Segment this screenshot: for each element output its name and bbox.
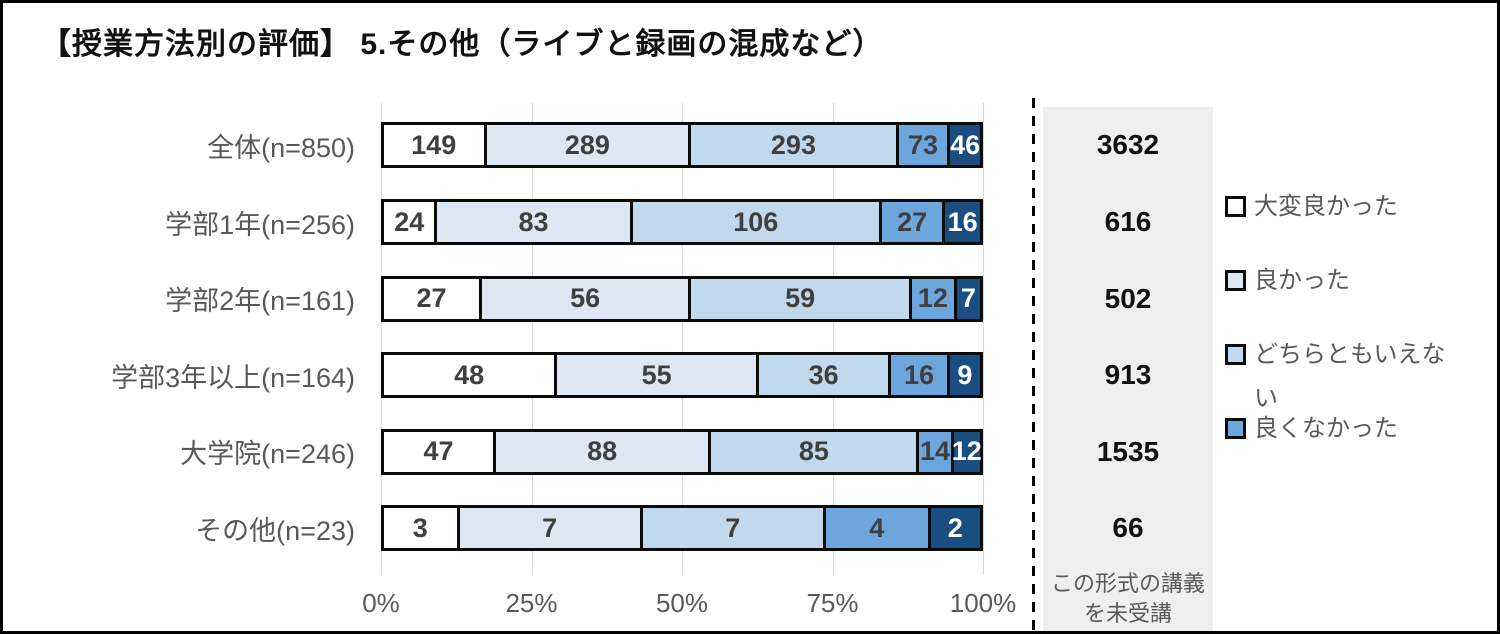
not-attended-value: 3632 xyxy=(1096,129,1160,160)
legend-item: 大変良かった xyxy=(1225,185,1459,229)
dashed-divider-line xyxy=(1032,98,1035,631)
not-attended-value: 66 xyxy=(1112,512,1144,543)
bar-segment: 85 xyxy=(711,428,920,475)
stacked-bar: 47 88 85 14 12 xyxy=(381,428,983,475)
bar-segment: 14 xyxy=(919,428,954,475)
bar-segment: 2 xyxy=(930,505,983,551)
bar-segment: 88 xyxy=(496,428,712,475)
gridline xyxy=(682,103,683,575)
bar-segment: 47 xyxy=(381,428,497,475)
bar-segment: 149 xyxy=(381,122,487,168)
not-attended-value: 502 xyxy=(1104,282,1152,314)
bar-segment: 16 xyxy=(891,352,950,398)
bar-segment: 7 xyxy=(642,505,826,551)
category-label: 大学院(n=246) xyxy=(180,439,355,469)
chart-title: 【授業方法別の評価】 5.その他（ライブと録画の混成など） xyxy=(41,28,884,61)
bar-segment: 7 xyxy=(956,275,983,322)
gridline xyxy=(983,103,984,575)
bar-segment: 7 xyxy=(459,505,643,551)
not-attended-value: 1535 xyxy=(1096,435,1160,467)
legend-swatch xyxy=(1225,270,1246,291)
bar-segment: 56 xyxy=(481,275,692,322)
bar-segment: 3 xyxy=(381,505,460,551)
gridline xyxy=(832,103,834,575)
stacked-bar: 48 55 36 16 9 xyxy=(381,352,983,398)
bar-segment: 83 xyxy=(437,199,633,245)
bar-segment: 73 xyxy=(898,122,951,168)
legend-item: 良くなかった xyxy=(1225,407,1459,451)
x-tick-label: 50% xyxy=(655,588,709,618)
category-label: その他(n=23) xyxy=(195,515,355,546)
gridline xyxy=(531,103,533,575)
x-tick-label: 100% xyxy=(949,588,1017,618)
legend-swatch xyxy=(1225,344,1246,365)
legend-item: どちらともいえない xyxy=(1225,333,1459,421)
legend-swatch xyxy=(1225,196,1246,217)
not-attended-panel xyxy=(1043,107,1213,631)
stacked-bar: 24 83 106 27 16 xyxy=(381,199,983,245)
legend-swatch xyxy=(1225,418,1246,439)
legend: 大変良かった 良かったどちらともいえない良くなかった xyxy=(1225,3,1487,631)
x-tick-label: 25% xyxy=(505,588,558,618)
bar-segment: 59 xyxy=(691,275,912,322)
bar-segment: 48 xyxy=(381,352,558,398)
bar-segment: 27 xyxy=(381,275,482,322)
legend-label: 大変良かった xyxy=(1254,193,1398,220)
legend-label: 良かった xyxy=(1254,267,1350,294)
bar-segment: 12 xyxy=(952,428,983,475)
bar-segment: 12 xyxy=(911,275,957,322)
x-tick-label: 0% xyxy=(362,588,400,618)
category-label: 全体(n=850) xyxy=(207,132,355,163)
bar-segment: 24 xyxy=(381,199,438,245)
bar-segment: 9 xyxy=(949,352,983,398)
bar-segment: 293 xyxy=(691,122,899,168)
legend-item: 良かった xyxy=(1225,259,1459,303)
bar-segment: 46 xyxy=(950,122,983,168)
bar-segment: 4 xyxy=(825,505,931,551)
legend-label: 良くなかった xyxy=(1254,415,1398,442)
bar-segment: 16 xyxy=(945,199,983,245)
gridline xyxy=(381,103,382,575)
category-label: 学部1年(n=256) xyxy=(165,209,355,240)
bar-segment: 36 xyxy=(759,352,892,398)
bar-segment: 27 xyxy=(881,199,946,245)
not-attended-label: この形式の講義を未受講 xyxy=(1050,571,1205,626)
x-tick-label: 75% xyxy=(806,588,859,618)
bar-segment: 289 xyxy=(486,122,692,168)
bar-segment: 55 xyxy=(557,352,760,398)
legend-label: どちらともいえない xyxy=(1254,341,1446,412)
not-attended-value: 913 xyxy=(1104,359,1152,390)
plot-area xyxy=(381,103,984,575)
category-label: 学部2年(n=161) xyxy=(165,286,355,316)
bar-segment: 106 xyxy=(632,199,882,245)
not-attended-value: 616 xyxy=(1104,206,1152,237)
category-label: 学部3年以上(n=164) xyxy=(111,362,355,393)
stacked-bar: 149 289 293 73 46 xyxy=(381,122,983,168)
stacked-bar: 27 56 59 12 7 xyxy=(381,275,983,322)
